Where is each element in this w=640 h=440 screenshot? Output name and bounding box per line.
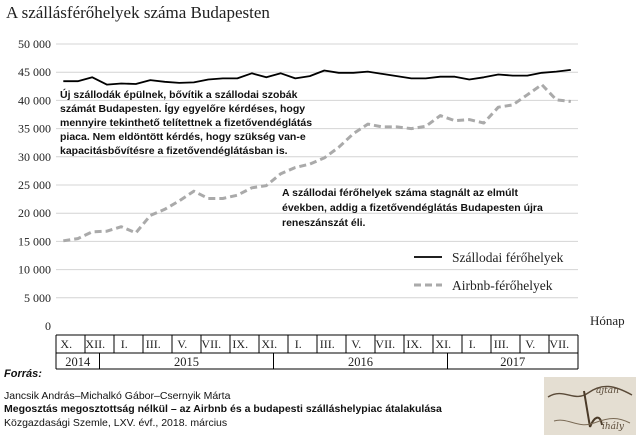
y-tick-label: 35 000: [18, 122, 51, 136]
x-axis-title: Hónap: [590, 313, 625, 328]
x-month-label: I.: [295, 337, 302, 351]
y-tick-label: 50 000: [18, 37, 51, 51]
x-month-label: XI.: [261, 337, 277, 351]
legend-label-airbnb: Airbnb-férőhelyek: [452, 278, 553, 293]
x-year-label: 2017: [500, 355, 525, 369]
annotation-line: Új szállodák épülnek, bővítik a szálloda…: [60, 88, 298, 101]
signature-logo: ajtan ihály: [544, 377, 636, 435]
y-tick-label: 25 000: [18, 178, 51, 192]
annotation-line: piaca. Nem eldöntött kérdés, hogy szüksé…: [60, 131, 306, 143]
source-block: Forrás: Jancsik András–Michalkó Gábor–Cs…: [4, 368, 524, 430]
x-month-label: XII.: [85, 337, 105, 351]
x-month-label: VII.: [375, 337, 395, 351]
source-journal: Közgazdasági Szemle, LXV. évf., 2018. má…: [4, 416, 228, 429]
x-month-label: IX.: [232, 337, 248, 351]
x-month-label: XI.: [435, 337, 451, 351]
y-axis: 0 5 000 10 000 15 000 20 000 25 000 30 000 35 0…: [18, 37, 51, 333]
x-month-label: I.: [121, 337, 128, 351]
series-lines: [63, 69, 571, 243]
annotation-text: Új szállodák épülnek, bővítik a szálloda…: [60, 88, 312, 157]
annotation-line: mennyire tekinthető telítettnek a fizető…: [60, 117, 312, 129]
x-axis: X. XII. I. III. V. VII. IX. XI. I. III. V. VII. IX. X…: [55, 313, 625, 370]
annotation-line: reneszánszát éli.: [282, 217, 366, 229]
x-month-label: V.: [351, 337, 361, 351]
x-month-label: I.: [469, 337, 476, 351]
x-year-label: 2016: [348, 355, 373, 369]
annotations: Új szállodák épülnek, bővítik a szálloda…: [60, 88, 543, 229]
y-tick-label: 40 000: [18, 93, 51, 107]
source-article: Megosztás megosztottság nélkül – az Airb…: [4, 403, 442, 415]
x-month-label: X.: [60, 337, 72, 351]
x-month-label: IX.: [406, 337, 422, 351]
source-label: Forrás:: [4, 368, 42, 380]
x-month-label: III.: [494, 337, 509, 351]
x-month-label: VII.: [549, 337, 569, 351]
legend-label-hotel: Szállodai férőhelyek: [452, 250, 564, 265]
x-month-label: VII.: [201, 337, 221, 351]
x-month-label: V.: [177, 337, 187, 351]
x-month-label: III.: [146, 337, 161, 351]
y-tick-label: 30 000: [18, 150, 51, 164]
svg-text:ihály: ihály: [602, 421, 625, 432]
y-tick-label: 0: [45, 319, 51, 333]
y-tick-label: 45 000: [18, 65, 51, 79]
y-tick-label: 10 000: [18, 263, 51, 277]
gridlines: [56, 43, 578, 299]
x-year-label: 2014: [65, 355, 91, 369]
annotation-line: kapacitásbővítésre a fizetővendéglátásba…: [60, 145, 288, 157]
annotation-line: számát Budapesten. Így egyelőre kérdéses…: [60, 102, 305, 115]
y-tick-label: 15 000: [18, 234, 51, 248]
x-year-label: 2015: [174, 355, 199, 369]
x-month-label: III.: [320, 337, 335, 351]
annotation-line: években, addig a fizetővendéglátás Budap…: [282, 202, 543, 214]
svg-text:ajtan: ajtan: [596, 386, 619, 396]
y-tick-label: 20 000: [18, 206, 51, 220]
line-chart: 0 5 000 10 000 15 000 20 000 25 000 30 000 35 0…: [18, 37, 625, 370]
annotation-text: A szállodai férőhelyek száma stagnált az…: [282, 187, 543, 229]
source-authors: Jancsik András–Michalkó Gábor–Csernyik M…: [4, 389, 231, 402]
x-month-label: V.: [525, 337, 535, 351]
chart-title: A szállásférőhelyek száma Budapesten: [6, 3, 270, 22]
series-line-hotel: [63, 69, 571, 86]
annotation-line: A szállodai férőhelyek száma stagnált az…: [282, 187, 518, 199]
legend: Szállodai férőhelyek Airbnb-férőhelyek: [414, 250, 564, 293]
y-tick-label: 5 000: [24, 291, 51, 305]
